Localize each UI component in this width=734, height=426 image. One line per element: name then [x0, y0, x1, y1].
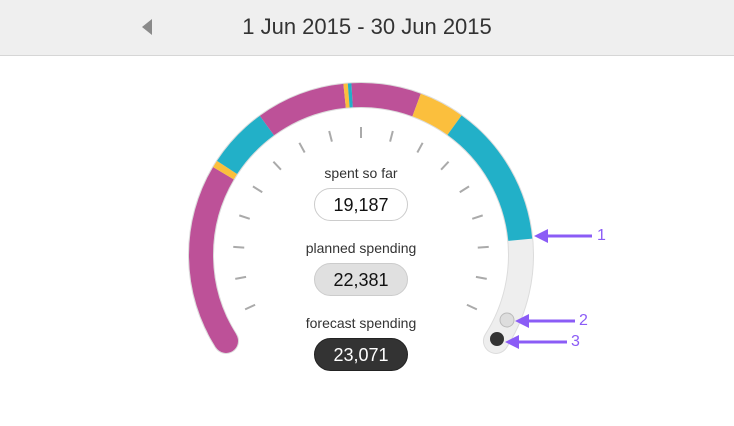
arrow-1-head	[534, 229, 548, 243]
annotation-3: 3	[571, 333, 580, 350]
gauge-tick	[466, 303, 478, 311]
gauge-tick	[238, 214, 251, 220]
chevron-left-icon[interactable]	[142, 19, 152, 35]
gauge-tick	[440, 160, 450, 171]
gauge-segment-7	[412, 93, 462, 136]
gauge-segment-6	[351, 83, 421, 117]
forecast-value: 23,071	[314, 338, 408, 371]
forecast-marker	[490, 332, 504, 346]
date-range-title: 1 Jun 2015 - 30 Jun 2015	[242, 14, 492, 39]
gauge-tick	[471, 214, 484, 220]
gauge-segment-8	[447, 115, 533, 242]
gauge-segment-0	[189, 167, 237, 348]
gauge-segment-3	[259, 83, 347, 136]
planned-value: 22,381	[314, 263, 408, 296]
spent-label: spent so far	[324, 165, 398, 181]
gauge-tick	[475, 275, 487, 280]
gauge-tick	[272, 160, 282, 171]
annotation-1: 1	[597, 227, 606, 244]
gauge-tick	[389, 130, 394, 142]
gauge-segment-1	[213, 160, 238, 180]
gauge-tick	[416, 142, 424, 153]
annotation-2: 2	[579, 312, 588, 329]
gauge-tick	[459, 185, 470, 194]
date-range-header: 1 Jun 2015 - 30 Jun 2015	[0, 0, 734, 56]
planned-label: planned spending	[305, 240, 417, 256]
gauge-tick	[298, 142, 306, 153]
arrow-2-head	[515, 314, 529, 328]
gauge-tick	[244, 303, 256, 311]
planned-marker	[499, 312, 515, 328]
arrow-3-head	[505, 335, 519, 349]
gauge-tick	[252, 185, 263, 194]
gauge-segment-2	[217, 115, 275, 175]
gauge-tick	[477, 245, 489, 249]
gauge-tick	[328, 130, 333, 142]
gauge-tick	[233, 245, 245, 249]
spent-value: 19,187	[314, 188, 408, 221]
forecast-label: forecast spending	[305, 315, 417, 331]
gauge-tick	[235, 275, 247, 280]
